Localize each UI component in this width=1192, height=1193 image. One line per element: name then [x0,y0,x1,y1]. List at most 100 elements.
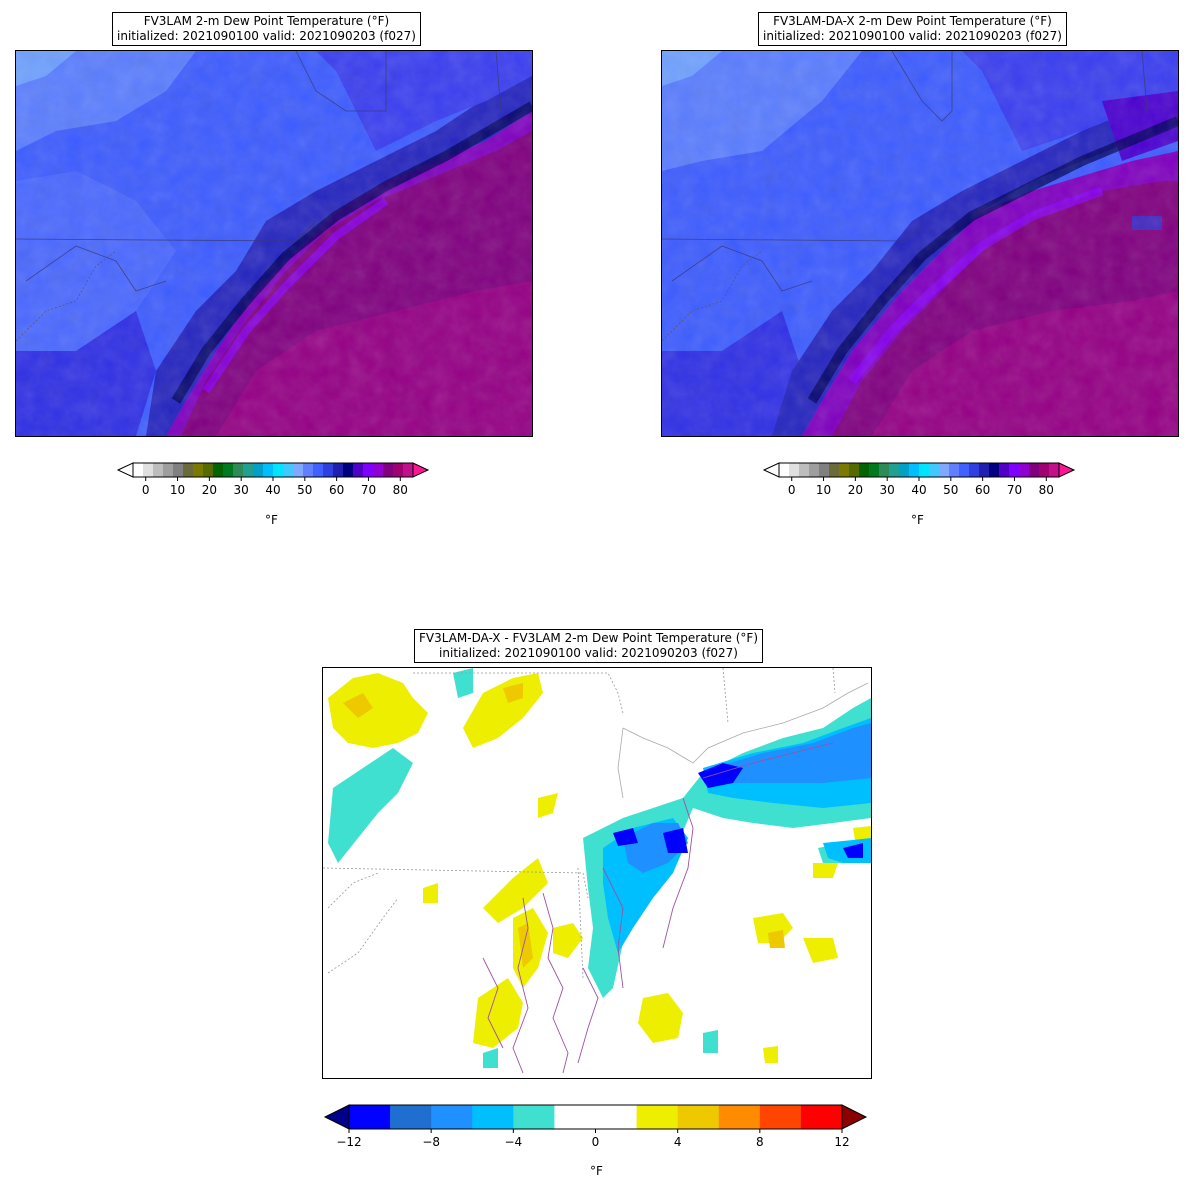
colorbar-cell [759,1105,802,1129]
colorbar-tick-label: 60 [329,483,344,497]
colorbar-tick-label: 10 [816,483,831,497]
colorbar-tick-label: −8 [422,1135,440,1149]
colorbar-tick-label: 30 [234,483,249,497]
panel3-title: FV3LAM-DA-X - FV3LAM 2-m Dew Point Tempe… [414,629,763,663]
panel2-title: FV3LAM-DA-X 2-m Dew Point Temperature (°… [758,12,1067,46]
colorbar-cell [253,463,264,477]
colorbar-tick-label: 30 [880,483,895,497]
colorbar-cell [1039,463,1050,477]
colorbar-cell [879,463,890,477]
panel1-title-line2: initialized: 2021090100 valid: 202109020… [117,29,416,43]
colorbar-tick-label: 0 [788,483,796,497]
panel2-map-canvas [662,51,1178,436]
colorbar-tick-label: 50 [943,483,958,497]
colorbar-cell [636,1105,679,1129]
colorbar-cell [1049,463,1060,477]
panel2-title-line2: initialized: 2021090100 valid: 202109020… [763,29,1062,43]
colorbar-cell [909,463,920,477]
colorbar-cell [1009,463,1020,477]
colorbar-tick-label: 0 [592,1135,600,1149]
colorbar-cell [849,463,860,477]
colorbar-cell [595,1105,638,1129]
colorbar-cell [393,463,404,477]
colorbar-cell [1019,463,1030,477]
panel2-colorbar-unit: °F [911,513,924,527]
colorbar-cell [343,463,354,477]
colorbar-cell [183,463,194,477]
colorbar-cell [383,463,394,477]
colorbar-cell [153,463,164,477]
colorbar-tick-label: −12 [336,1135,361,1149]
colorbar-cell [431,1105,473,1129]
colorbar-cell [173,463,184,477]
colorbar-tick-label: 12 [834,1135,849,1149]
colorbar-cell [213,463,224,477]
panel2-title-line1: FV3LAM-DA-X 2-m Dew Point Temperature (°… [773,14,1052,28]
panel1-title: FV3LAM 2-m Dew Point Temperature (°F) in… [112,12,421,46]
colorbar-tick-label: 40 [911,483,926,497]
colorbar-cell [263,463,274,477]
colorbar-cell [809,463,820,477]
colorbar-cell [889,463,900,477]
colorbar-cell [243,463,254,477]
colorbar-cell [859,463,870,477]
colorbar-cell [554,1105,596,1129]
colorbar-cell [677,1105,720,1129]
colorbar-cell [789,463,800,477]
panel3-title-line1: FV3LAM-DA-X - FV3LAM 2-m Dew Point Tempe… [419,631,758,645]
colorbar-cell [233,463,244,477]
colorbar-cell [313,463,324,477]
colorbar-cell [349,1105,391,1129]
panel3-colorbar-svg: −12 −8 −4 0 4 8 12 [323,1104,868,1149]
panel2-colorbar: 0 10 20 30 40 50 60 70 80 °F [756,458,1086,527]
colorbar-tick-label: 8 [756,1135,764,1149]
colorbar-cell [1029,463,1040,477]
colorbar-cell [959,463,970,477]
panel2-map [661,50,1179,437]
colorbar-cell [323,463,334,477]
panel3-title-line2: initialized: 2021090100 valid: 202109020… [439,646,738,660]
colorbar-cell [203,463,214,477]
colorbar-cell [969,463,980,477]
colorbar-cell [363,463,374,477]
colorbar-cell [403,463,414,477]
colorbar-cell [799,463,810,477]
colorbar-cell [899,463,910,477]
colorbar-tick-label: 10 [170,483,185,497]
colorbar-cell [839,463,850,477]
colorbar-tick-label: 60 [975,483,990,497]
panel1-colorbar-svg: 0 10 20 30 40 50 60 70 80 [116,462,430,497]
colorbar-tick-label: 70 [1007,483,1022,497]
colorbar-cell [133,463,144,477]
colorbar-cell [989,463,1000,477]
colorbar-cell [472,1105,514,1129]
colorbar-tick-label: 20 [202,483,217,497]
colorbar-tick-label: 80 [393,483,408,497]
colorbar-cell [999,463,1010,477]
colorbar-cell [819,463,830,477]
colorbar-cell [373,463,384,477]
panel3-map [322,667,872,1079]
colorbar-cell [283,463,294,477]
colorbar-cell [929,463,940,477]
panel1-colorbar: 0 10 20 30 40 50 60 70 80 °F [110,458,440,527]
colorbar-cell [390,1105,432,1129]
colorbar-cell [979,463,990,477]
colorbar-cell [353,463,364,477]
colorbar-cell [293,463,304,477]
colorbar-cell [718,1105,761,1129]
colorbar-cell [949,463,960,477]
colorbar-cell [779,463,790,477]
panel1-map-canvas [16,51,532,436]
colorbar-cell [939,463,950,477]
colorbar-tick-label: 40 [265,483,280,497]
colorbar-cell [333,463,344,477]
panel3-colorbar-unit: °F [590,1164,603,1178]
panel1-colorbar-unit: °F [265,513,278,527]
colorbar-cell [303,463,314,477]
colorbar-cell [273,463,284,477]
colorbar-cell [223,463,234,477]
panel1-map [15,50,533,437]
colorbar-tick-label: 50 [297,483,312,497]
panel3-map-canvas [323,668,871,1078]
